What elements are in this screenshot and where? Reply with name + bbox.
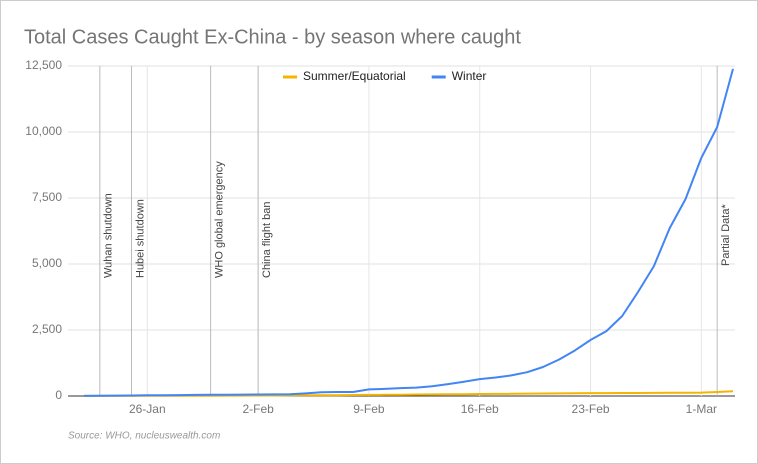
x-tick-label: 16-Feb [461,402,499,416]
annotation-text: WHO global emergency [214,161,226,278]
x-tick-label: 1-Mar [686,402,717,416]
y-tick-label: 5,000 [32,256,62,270]
y-tick-label: 2,500 [32,322,62,336]
annotation-text: China flight ban [261,202,273,278]
x-tick-label: 2-Feb [242,402,274,416]
series-line [83,68,734,397]
x-tick-label: 9-Feb [353,402,385,416]
x-tick-label: 26-Jan [129,402,166,416]
annotation-text: Wuhan shutdown [103,193,115,278]
annotation-text: Partial Data* [720,204,732,266]
x-tick-label: 23-Feb [572,402,610,416]
chart-title: Total Cases Caught Ex-China - by season … [24,26,521,48]
source-note: Source: WHO, nucleuswealth.com [68,431,220,442]
y-tick-label: 12,500 [25,58,62,72]
legend-label: Winter [452,69,487,83]
y-tick-label: 10,000 [25,124,62,138]
y-tick-label: 0 [55,388,62,402]
y-tick-label: 7,500 [32,190,62,204]
legend-label: Summer/Equatorial [303,69,406,83]
annotation-text: Hubei shutdown [134,199,146,278]
